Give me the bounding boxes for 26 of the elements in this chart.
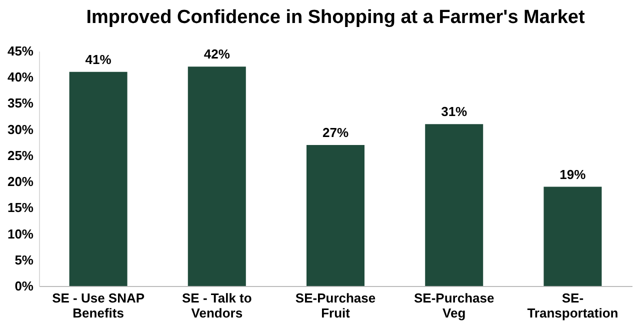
x-tick-label: SE-Purchase Veg	[414, 290, 494, 320]
bar	[425, 124, 484, 286]
x-tick-label: SE - Talk to Vendors	[182, 290, 252, 320]
y-tick-label: 5%	[14, 252, 34, 268]
y-tick-label: 35%	[7, 96, 34, 111]
data-label: 19%	[560, 166, 586, 182]
data-label: 31%	[441, 104, 468, 120]
y-tick-label: 0%	[14, 278, 34, 294]
data-label: 27%	[322, 125, 349, 140]
x-tick-label: SE-Transportation	[527, 290, 618, 320]
x-tick-label: SE-Purchase Fruit	[295, 290, 376, 320]
bar	[544, 186, 602, 286]
y-tick-label: 30%	[7, 122, 34, 137]
y-tick-label: 40%	[7, 70, 34, 85]
data-label: 41%	[85, 52, 112, 67]
bar	[188, 66, 246, 286]
y-tick-label: 20%	[7, 174, 34, 190]
chart-title: Improved Confidence in Shopping at a Farmer's Market	[86, 7, 586, 28]
x-tick-label: SE - Use SNAP Benefits	[52, 290, 145, 320]
bar	[69, 72, 128, 286]
y-tick-label: 15%	[7, 200, 34, 216]
bar	[306, 145, 364, 286]
y-tick-label: 25%	[7, 148, 34, 163]
y-tick-label: 10%	[7, 226, 34, 242]
y-tick-label: 45%	[7, 44, 34, 58]
data-label: 42%	[204, 46, 230, 62]
